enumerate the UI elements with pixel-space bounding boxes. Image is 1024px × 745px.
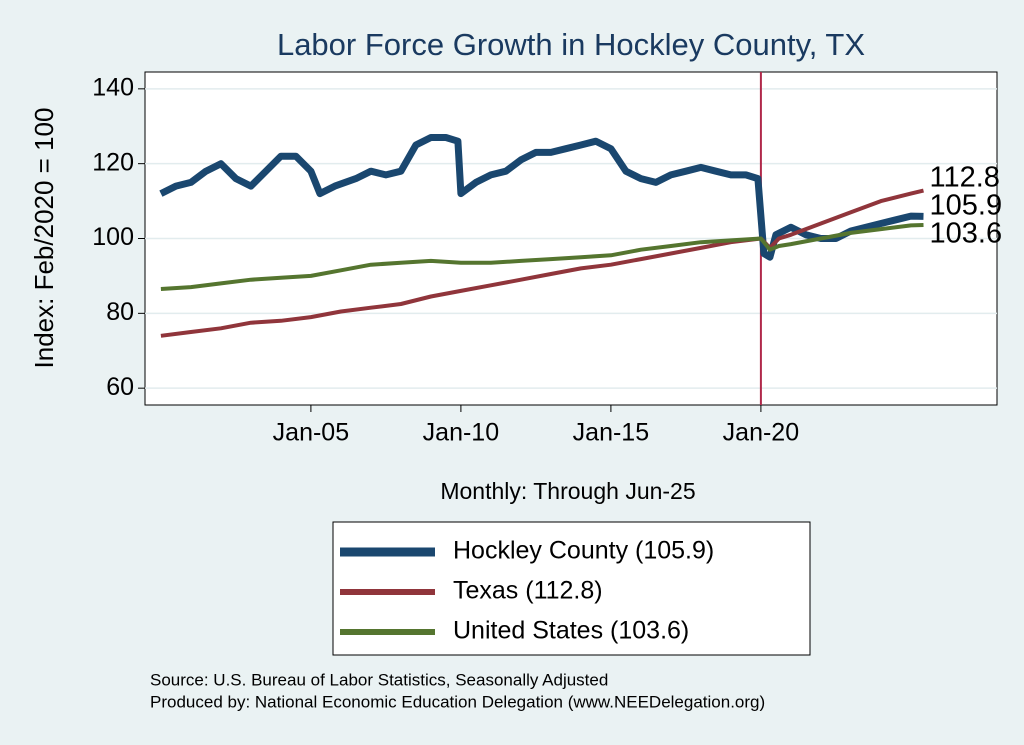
y-tick-label: 60	[106, 373, 134, 401]
series-line	[160, 223, 924, 291]
x-tick-label: Jan-10	[423, 419, 499, 447]
producer-note: Produced by: National Economic Education…	[150, 692, 765, 711]
y-tick-label: 120	[92, 148, 134, 176]
source-note: Source: U.S. Bureau of Labor Statistics,…	[150, 670, 608, 689]
x-tick-label: Jan-15	[573, 419, 649, 447]
series-line	[159, 134, 924, 261]
x-axis-label: Monthly: Through Jun-25	[440, 478, 695, 504]
series-line	[160, 188, 924, 338]
legend-label: United States (103.6)	[453, 617, 689, 645]
y-tick-label: 100	[92, 223, 134, 251]
legend-label: Hockley County (105.9)	[453, 537, 714, 565]
end-label: 112.8	[930, 161, 1000, 193]
end-label: 105.9	[930, 189, 1003, 221]
end-label: 103.6	[930, 217, 1003, 249]
y-tick-label: 80	[106, 298, 134, 326]
plot-layer: 60 80 100 120 140 Jan-05 Jan-10 Jan-15 Jan-20 Hoc…	[92, 72, 1002, 645]
chart-title: Labor Force Growth in Hockley County, TX	[277, 27, 865, 62]
y-axis-label: Index: Feb/2020 = 100	[29, 108, 59, 369]
x-tick-label: Jan-20	[723, 419, 799, 447]
x-tick-label: Jan-05	[273, 419, 349, 447]
legend-label: Texas (112.8)	[453, 577, 603, 605]
y-tick-label: 140	[92, 73, 134, 101]
